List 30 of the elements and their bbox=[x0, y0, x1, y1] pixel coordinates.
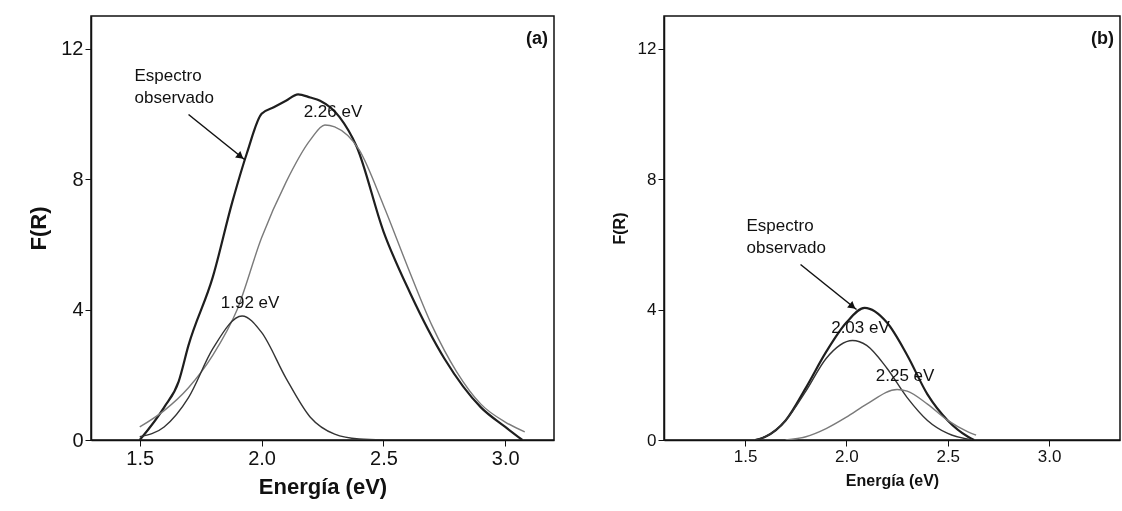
annotation: (a) bbox=[526, 28, 548, 48]
x-tick-label: 2.0 bbox=[248, 446, 276, 469]
x-tick-label: 1.5 bbox=[733, 446, 758, 466]
annotation: (b) bbox=[1091, 28, 1114, 48]
y-axis-title: F(R) bbox=[610, 212, 628, 245]
annotation: 2.26 eV bbox=[303, 101, 363, 121]
line-series bbox=[139, 315, 385, 440]
x-tick-label: 2.5 bbox=[936, 446, 961, 466]
y-tick-label: 8 bbox=[72, 167, 84, 190]
x-axis-title: Energía (eV) bbox=[845, 471, 940, 489]
line-series bbox=[754, 339, 973, 440]
x-tick-label: 3.0 bbox=[491, 446, 520, 469]
annotation: Espectro observado bbox=[746, 215, 826, 257]
x-tick-label: 2.0 bbox=[835, 446, 859, 466]
line-series bbox=[784, 388, 977, 440]
y-tick-label: 12 bbox=[61, 37, 84, 60]
x-tick-label: 1.5 bbox=[126, 446, 155, 469]
y-tick-label: 12 bbox=[637, 39, 657, 59]
y-axis-title: F(R) bbox=[26, 206, 52, 251]
x-tick-label: 2.5 bbox=[370, 446, 398, 469]
annotation: Espectro observado bbox=[134, 65, 214, 107]
y-tick-label: 0 bbox=[647, 430, 657, 450]
y-tick-label: 4 bbox=[647, 300, 657, 320]
y-tick-label: 8 bbox=[647, 169, 657, 189]
x-axis-title: Energía (eV) bbox=[258, 473, 388, 499]
y-tick-label: 0 bbox=[72, 428, 84, 451]
line-series bbox=[754, 306, 976, 440]
annotation: 1.92 eV bbox=[220, 293, 281, 313]
y-tick-label: 4 bbox=[72, 298, 84, 321]
x-tick-label: 3.0 bbox=[1037, 446, 1062, 466]
